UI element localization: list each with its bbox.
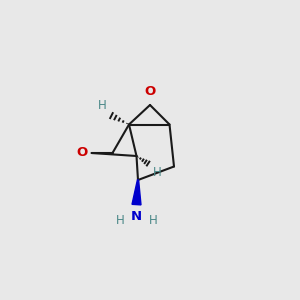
Text: H: H: [116, 214, 124, 227]
Text: O: O: [77, 146, 88, 160]
Text: O: O: [144, 85, 156, 98]
Text: H: H: [148, 214, 158, 227]
Text: H: H: [98, 99, 107, 112]
Text: H: H: [153, 166, 162, 179]
Polygon shape: [132, 180, 141, 205]
Text: N: N: [131, 210, 142, 223]
